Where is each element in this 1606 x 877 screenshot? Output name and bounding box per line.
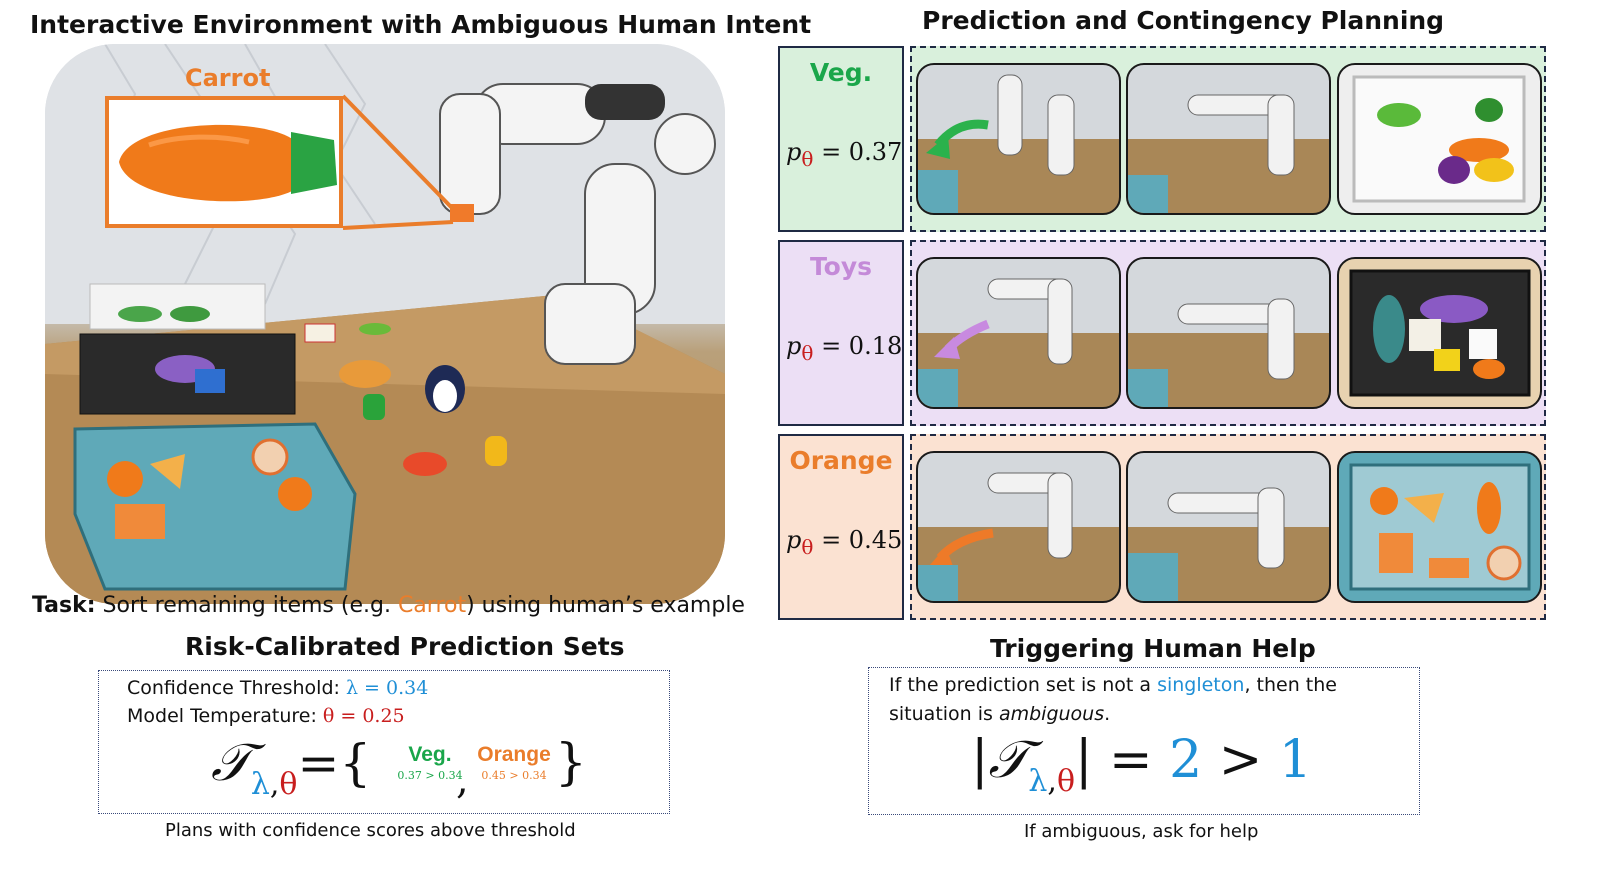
main-robot-photo: Carrot: [45, 44, 725, 604]
help-formula-T: 𝒯: [988, 730, 1029, 790]
help-caption: If ambiguous, ask for help: [1024, 821, 1259, 842]
help-box: If the prediction set is not a singleton…: [868, 667, 1420, 815]
threshold-label: Confidence Threshold:: [127, 677, 346, 699]
callout-connector-lines: [341, 94, 455, 230]
task-text-before: Sort remaining items (e.g.: [95, 593, 398, 618]
help-line-2: situation is ambiguous.: [889, 703, 1111, 725]
temperature-label: Model Temperature:: [127, 705, 323, 727]
set-item-veg-condition: 0.37 > 0.34: [397, 769, 463, 782]
help-count-value: 2: [1169, 730, 1203, 790]
help-formula: |𝒯λ,θ| = 2 > 1: [971, 730, 1312, 799]
risk-sets-box: Confidence Threshold: λ = 0.34 Model Tem…: [98, 670, 670, 814]
row-orange-plan-panel: [910, 434, 1546, 620]
help-singleton-highlight: singleton: [1157, 674, 1245, 696]
formula-sub-lambda: λ: [250, 767, 270, 802]
task-highlight-carrot: Carrot: [397, 593, 467, 618]
row-orange-thumb-1: [916, 451, 1121, 603]
row-veg-thumb-1: [916, 63, 1121, 215]
temperature-value: θ = 0.25: [322, 705, 405, 727]
carrot-icon: [119, 124, 337, 202]
row-orange-arrow-icon: [918, 472, 1073, 601]
task-description: Task: Sort remaining items (e.g. Carrot)…: [32, 593, 745, 618]
row-veg-plan-panel: [910, 46, 1546, 232]
help-line-1: If the prediction set is not a singleton…: [889, 674, 1337, 696]
row-toys-arrow-icon: [918, 278, 1073, 407]
set-item-veg-label: Veg.: [408, 743, 452, 766]
set-item-orange: Orange 0.45 > 0.34: [469, 743, 559, 782]
row-veg-thumb-3: [1337, 63, 1542, 215]
prediction-set-formula: 𝒯λ,θ={: [211, 733, 372, 802]
row-veg-arrow-icon: [918, 74, 1075, 213]
robot-scene-illustration: [45, 44, 725, 604]
row-veg-label-box: Veg. pθ = 0.37: [778, 46, 904, 232]
set-item-orange-label: Orange: [477, 743, 551, 766]
row-veg-label: Veg.: [809, 58, 873, 87]
risk-sets-title: Risk-Calibrated Prediction Sets: [185, 632, 625, 661]
task-label: Task:: [32, 593, 96, 618]
row-toys-thumb-2: [1126, 257, 1331, 409]
set-item-orange-condition: 0.45 > 0.34: [481, 769, 547, 782]
row-veg-probability: pθ = 0.37: [786, 138, 903, 171]
model-temperature-line: Model Temperature: θ = 0.25: [127, 705, 405, 727]
threshold-value: λ = 0.34: [345, 677, 429, 699]
left-panel-title: Interactive Environment with Ambiguous H…: [30, 10, 812, 39]
formula-equals-brace: ={: [297, 734, 372, 792]
set-item-veg: Veg. 0.37 > 0.34: [395, 743, 465, 782]
confidence-threshold-line: Confidence Threshold: λ = 0.34: [127, 677, 428, 699]
row-toys-label-box: Toys pθ = 0.18: [778, 240, 904, 426]
row-toys-label: Toys: [809, 252, 873, 281]
row-orange-thumb-2: [1126, 451, 1331, 603]
right-panel-title: Prediction and Contingency Planning: [922, 6, 1445, 35]
row-toys-probability: pθ = 0.18: [786, 332, 903, 365]
row-toys-thumb-1: [916, 257, 1121, 409]
task-text-after: ) using human’s example: [466, 593, 745, 618]
help-ambiguous-italic: ambiguous: [998, 703, 1105, 725]
carrot-callout-box: [105, 96, 343, 228]
row-veg-thumb-2: [1126, 63, 1331, 215]
row-toys-thumb-3: [1337, 257, 1542, 409]
carrot-callout-label: Carrot: [185, 64, 271, 92]
row-toys-plan-panel: [910, 240, 1546, 426]
formula-sub-theta: θ: [279, 767, 298, 802]
row-orange-thumb-3: [1337, 451, 1542, 603]
risk-sets-caption: Plans with confidence scores above thres…: [165, 820, 576, 841]
help-title: Triggering Human Help: [990, 634, 1316, 663]
row-orange-label-box: Orange pθ = 0.45: [778, 434, 904, 620]
row-orange-label: Orange: [789, 446, 893, 475]
help-greater-than: >: [1218, 730, 1263, 790]
row-orange-probability: pθ = 0.45: [786, 526, 903, 559]
formula-close-brace: }: [555, 733, 587, 791]
help-singleton-value: 1: [1278, 730, 1312, 790]
formula-T: 𝒯: [211, 733, 251, 793]
